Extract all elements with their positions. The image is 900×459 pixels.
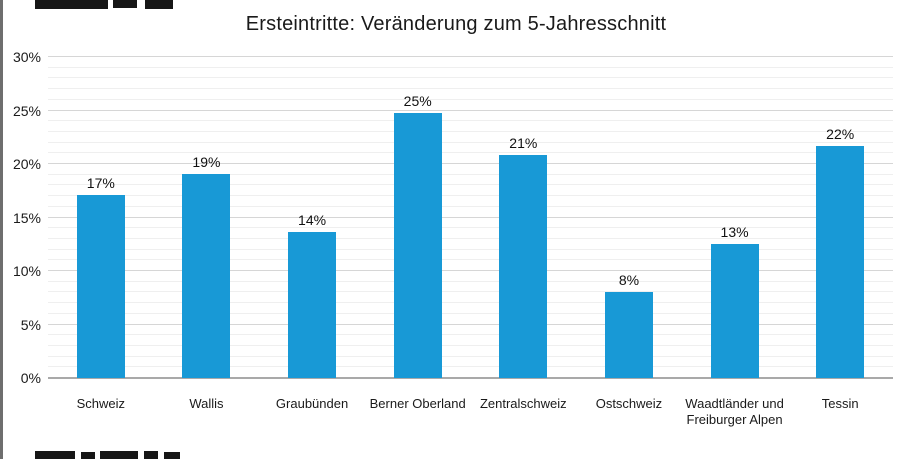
bar-slot: 8% <box>576 57 682 378</box>
clipped-text-fragment <box>100 451 138 459</box>
x-category-label: Graubünden <box>275 396 349 411</box>
bar-value-label: 14% <box>298 212 327 229</box>
bar-value-label: 21% <box>509 135 538 152</box>
bar-slot: 25% <box>365 57 471 378</box>
clipped-text-fragment <box>145 0 173 9</box>
bar-slot: 22% <box>787 57 893 378</box>
bar-slot: 13% <box>682 57 788 378</box>
y-tick-label: 5% <box>20 316 41 333</box>
minor-gridline <box>48 366 893 368</box>
clipped-text-fragment <box>144 451 158 459</box>
y-axis-labels: 0% 5% 10% 15% 20% 25% 30% <box>0 49 41 386</box>
x-category-label: Berner Oberland <box>369 396 466 411</box>
minor-gridline <box>48 302 893 304</box>
minor-gridline <box>48 184 893 186</box>
plot-area: 17% 19% 14% 25% 21% 8% 13% 22% <box>48 56 893 379</box>
bar-zentralschweiz <box>499 155 548 378</box>
x-category-label: Ostschweiz <box>595 396 663 411</box>
bar-tessin <box>816 145 865 378</box>
bar-berner-oberland <box>393 112 442 378</box>
major-gridline <box>48 270 893 271</box>
chart-title: Ersteintritte: Veränderung zum 5-Jahress… <box>245 13 667 35</box>
minor-gridline <box>48 130 893 132</box>
minor-gridline <box>48 152 893 154</box>
minor-gridline <box>48 259 893 261</box>
y-tick-label: 15% <box>12 209 41 226</box>
bar-ostschweiz <box>604 292 653 378</box>
clipped-text-fragment <box>81 452 95 459</box>
bar-slot: 14% <box>259 57 365 378</box>
minor-gridline <box>48 334 893 336</box>
major-gridline <box>48 323 893 325</box>
minor-gridline <box>48 355 893 357</box>
minor-gridline <box>48 195 893 197</box>
minor-gridline <box>48 344 893 346</box>
minor-gridline <box>48 205 893 207</box>
bar-slot: 19% <box>154 57 260 378</box>
y-tick-label: 30% <box>12 49 41 65</box>
y-tick-label: 20% <box>12 156 41 173</box>
minor-gridline <box>48 312 893 314</box>
major-gridline <box>48 56 893 57</box>
x-category-label: Tessin <box>821 396 859 411</box>
x-axis-labels: Schweiz Wallis Graubünden Berner Oberland Ze… <box>48 396 893 428</box>
x-axis-baseline <box>48 377 893 379</box>
x-category-label: Zentralschweiz <box>479 396 567 411</box>
y-tick-label: 0% <box>20 370 41 386</box>
minor-gridline <box>48 88 893 90</box>
major-gridline <box>48 163 893 164</box>
bar-slot: 21% <box>471 57 577 378</box>
minor-gridline <box>48 173 893 175</box>
x-category-label: Schweiz <box>76 396 126 411</box>
minor-gridline <box>48 248 893 250</box>
minor-gridline <box>48 77 893 79</box>
minor-gridline <box>48 120 893 122</box>
bar-slot: 17% <box>48 57 154 378</box>
bar-value-label: 8% <box>618 272 640 289</box>
minor-gridline <box>48 141 893 143</box>
clipped-text-fragment <box>113 0 137 8</box>
bar-value-label: 25% <box>403 92 432 109</box>
minor-gridline <box>48 237 893 239</box>
minor-gridline <box>48 291 893 293</box>
bar-value-label: 17% <box>86 175 115 192</box>
clipped-text-fragment <box>164 452 180 459</box>
bars-layer: 17% 19% 14% 25% 21% 8% 13% 22% <box>48 57 893 378</box>
x-category-label: Waadtländer und Freiburger Alpen <box>685 396 784 427</box>
bar-value-label: 22% <box>826 125 855 142</box>
bar-value-label: 19% <box>192 153 221 170</box>
minor-gridline <box>48 66 893 68</box>
clipped-text-fragment <box>35 451 75 459</box>
bar-waadtl-nder-und-freiburger-alpen <box>710 244 759 378</box>
major-gridline <box>48 109 893 111</box>
y-tick-label: 25% <box>12 102 41 119</box>
minor-gridline <box>48 98 893 100</box>
y-tick-label: 10% <box>12 263 41 280</box>
minor-gridline <box>48 280 893 282</box>
x-category-label: Wallis <box>189 396 224 411</box>
bar-wallis <box>182 173 231 378</box>
bar-value-label: 13% <box>720 224 749 241</box>
bar-graub-nden <box>288 232 337 378</box>
clipped-text-fragment <box>35 0 108 9</box>
minor-gridline <box>48 227 893 229</box>
major-gridline <box>48 216 893 218</box>
window-left-border <box>0 0 3 459</box>
bar-schweiz <box>76 195 125 378</box>
